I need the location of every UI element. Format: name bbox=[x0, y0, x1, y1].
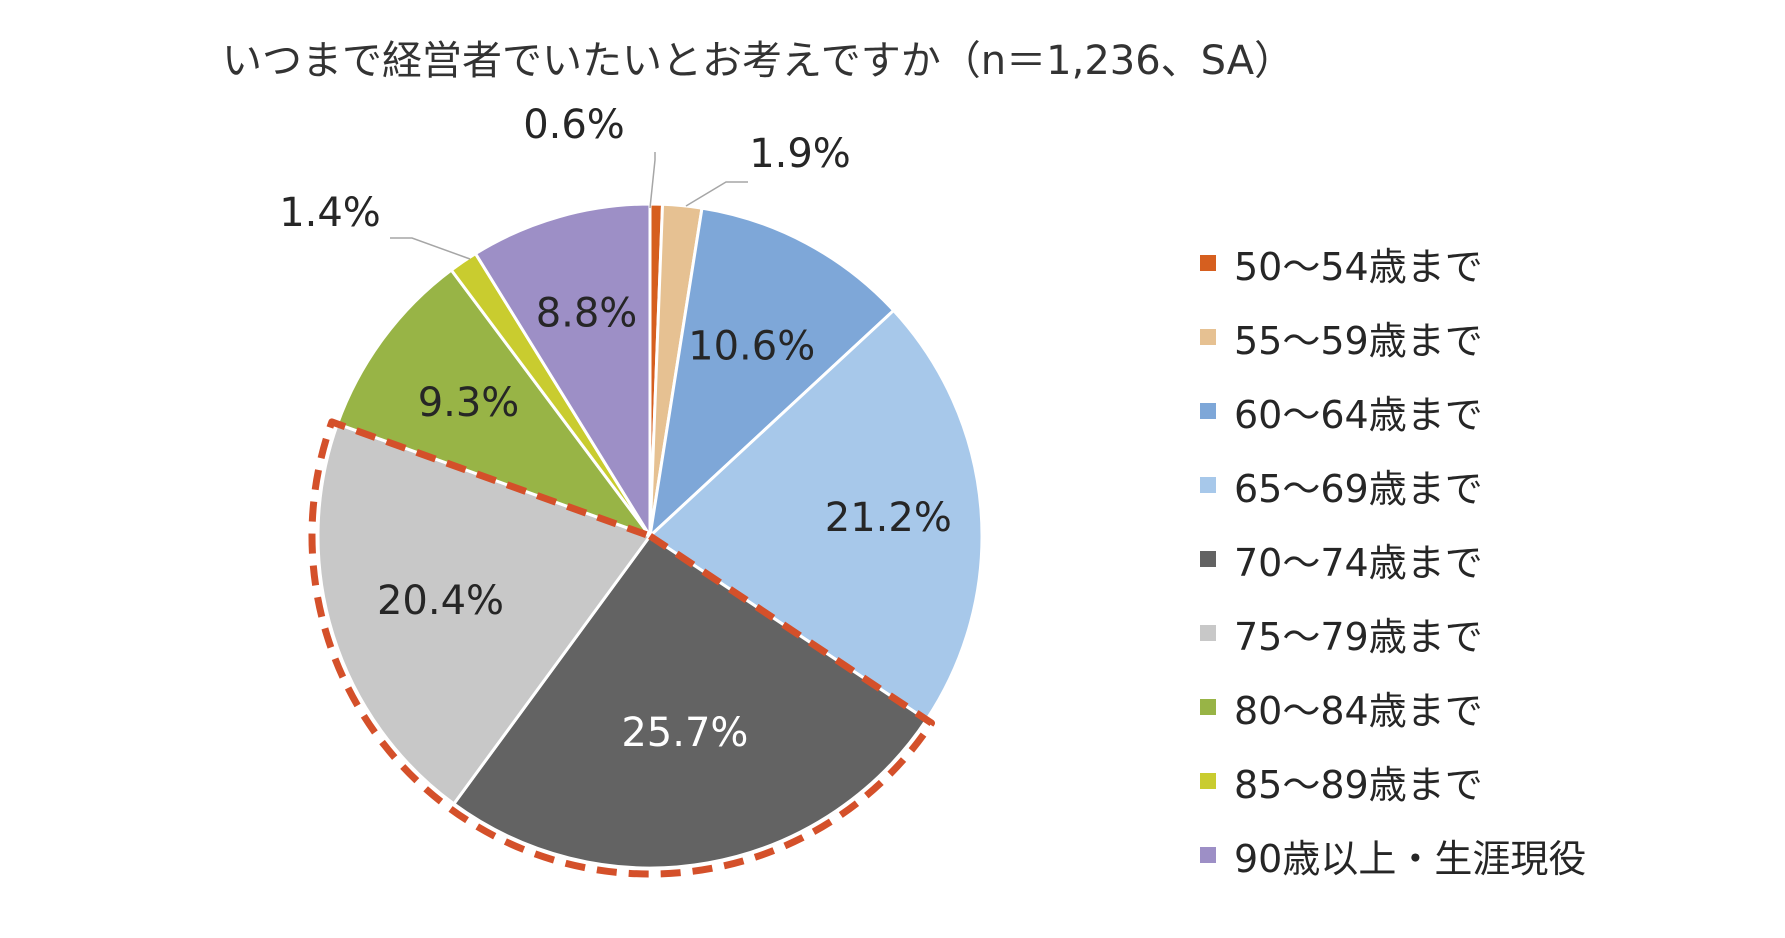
legend-swatch bbox=[1200, 773, 1216, 789]
data-label-55-59: 1.9% bbox=[749, 131, 851, 177]
highlight-outline bbox=[308, 418, 936, 878]
chart-legend: 50～54歳まで 55～59歳まで 60～64歳まで 65～69歳まで 70～74歳まで… bbox=[1200, 226, 1586, 892]
data-label-75-79: 20.4% bbox=[377, 578, 504, 624]
data-label-70-74: 25.7% bbox=[621, 710, 748, 756]
leader-line-50-54 bbox=[649, 152, 656, 209]
legend-swatch bbox=[1200, 477, 1216, 493]
legend-item-70-74: 70～74歳まで bbox=[1200, 522, 1586, 596]
data-label-85-89: 1.4% bbox=[279, 190, 381, 236]
legend-swatch bbox=[1200, 403, 1216, 419]
data-label-60-64: 10.6% bbox=[688, 324, 815, 370]
legend-label: 50～54歳まで bbox=[1234, 244, 1483, 289]
data-label-65-69: 21.2% bbox=[825, 495, 952, 541]
pie-slice-65-69 bbox=[647, 308, 984, 722]
legend-label: 75～79歳まで bbox=[1234, 614, 1483, 659]
pie-slice-60-64 bbox=[647, 206, 896, 541]
legend-swatch bbox=[1200, 329, 1216, 345]
legend-item-65-69: 65～69歳まで bbox=[1200, 448, 1586, 522]
chart-title: いつまで経営者でいたいとお考えですか（n＝1,236、SA） bbox=[222, 38, 1295, 84]
data-label-50-54: 0.6% bbox=[523, 102, 625, 148]
legend-swatch bbox=[1200, 847, 1216, 863]
legend-item-55-59: 55～59歳まで bbox=[1200, 300, 1586, 374]
legend-swatch bbox=[1200, 551, 1216, 567]
legend-item-50-54: 50～54歳まで bbox=[1200, 226, 1586, 300]
pie-slice-75-79 bbox=[316, 422, 653, 806]
legend-item-80-84: 80～84歳まで bbox=[1200, 670, 1586, 744]
legend-label: 90歳以上・生涯現役 bbox=[1234, 836, 1587, 881]
legend-label: 60～64歳まで bbox=[1234, 392, 1483, 437]
legend-label: 55～59歳まで bbox=[1234, 318, 1483, 363]
pie-slice-70-74 bbox=[451, 533, 929, 870]
legend-swatch bbox=[1200, 699, 1216, 715]
legend-item-85-89: 85～89歳まで bbox=[1200, 744, 1586, 818]
data-label-90: 8.8% bbox=[536, 290, 638, 336]
legend-label: 80～84歳まで bbox=[1234, 688, 1483, 733]
legend-item-90: 90歳以上・生涯現役 bbox=[1200, 818, 1586, 892]
legend-swatch bbox=[1200, 625, 1216, 641]
pie-slice-90 bbox=[473, 202, 652, 542]
leader-line-85-89 bbox=[390, 237, 471, 260]
legend-item-75-79: 75～79歳まで bbox=[1200, 596, 1586, 670]
leader-line-55-59 bbox=[685, 181, 748, 207]
pie-slice-80-84 bbox=[335, 267, 655, 540]
legend-label: 65～69歳まで bbox=[1234, 466, 1483, 511]
legend-swatch bbox=[1200, 255, 1216, 271]
legend-label: 85～89歳まで bbox=[1234, 762, 1483, 807]
legend-item-60-64: 60～64歳まで bbox=[1200, 374, 1586, 448]
legend-label: 70～74歳まで bbox=[1234, 540, 1483, 585]
data-label-80-84: 9.3% bbox=[418, 380, 520, 426]
